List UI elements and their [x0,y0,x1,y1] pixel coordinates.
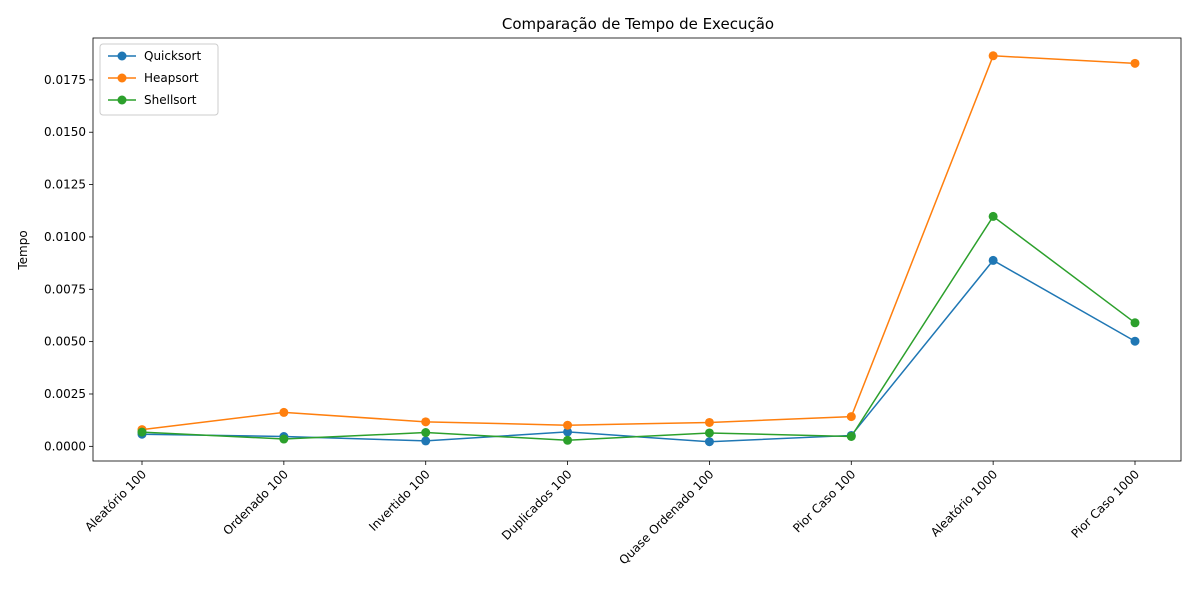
series-line [141,215,1136,442]
data-point [421,417,431,427]
plot-area: 0.0000 0.0025 0.0050 0.0075 0.0100 0.0125 0.01… [44,37,1182,567]
y-tick-label: 0.0175 [44,73,86,87]
data-point [421,436,431,446]
legend-label: Heapsort [144,71,199,85]
legend-marker [117,95,127,105]
data-point [279,407,289,417]
x-tick-label: Invertido 100 [366,467,433,534]
legend-marker [117,51,127,61]
data-point [988,51,998,61]
data-point [563,427,573,437]
data-point [988,211,998,221]
x-tick-label: Duplicados 100 [499,467,575,543]
x-tick-label: Aleatório 100 [82,467,149,534]
legend-item: Quicksort [108,49,201,63]
series-line [141,259,1136,443]
data-point [137,427,147,437]
chart-title: Comparação de Tempo de Execução [502,15,774,33]
data-point [563,420,573,430]
y-axis-label: Tempo [16,230,30,270]
data-point [704,428,714,438]
y-tick-label: 0.0100 [44,230,86,244]
legend-label: Shellsort [144,93,197,107]
series-heapsort [137,51,1140,435]
y-tick-label: 0.0050 [44,335,86,349]
x-tick-label: Pior Caso 100 [790,467,858,535]
y-tick-label: 0.0000 [44,439,86,453]
data-point [1130,318,1140,328]
legend-label: Quicksort [144,49,201,63]
data-point [704,417,714,427]
data-point [846,412,856,422]
x-tick-label: Ordenado 100 [220,467,291,538]
legend-item: Heapsort [108,71,199,85]
series-shellsort [137,211,1140,445]
y-tick-label: 0.0125 [44,178,86,192]
series-quicksort [137,255,1140,447]
plot-frame [92,37,1182,462]
series-line [141,55,1136,431]
data-point [704,437,714,447]
y-tick-label: 0.0025 [44,387,86,401]
legend-box [99,43,219,116]
legend-item: Shellsort [108,93,197,107]
x-tick-label: Pior Caso 1000 [1069,467,1143,541]
x-tick-label: Quase Ordenado 100 [616,467,716,567]
legend-marker [117,73,127,83]
data-point [279,434,289,444]
y-tick-label: 0.0075 [44,282,86,296]
data-point [1130,336,1140,346]
x-tick-label: Aleatório 1000 [928,467,1000,539]
legend: Quicksort Heapsort Shellsort [99,43,219,116]
data-point [1130,58,1140,68]
data-point [846,431,856,441]
data-point [421,428,431,438]
data-point [988,255,998,265]
data-point [563,435,573,445]
y-tick-label: 0.0150 [44,125,86,139]
